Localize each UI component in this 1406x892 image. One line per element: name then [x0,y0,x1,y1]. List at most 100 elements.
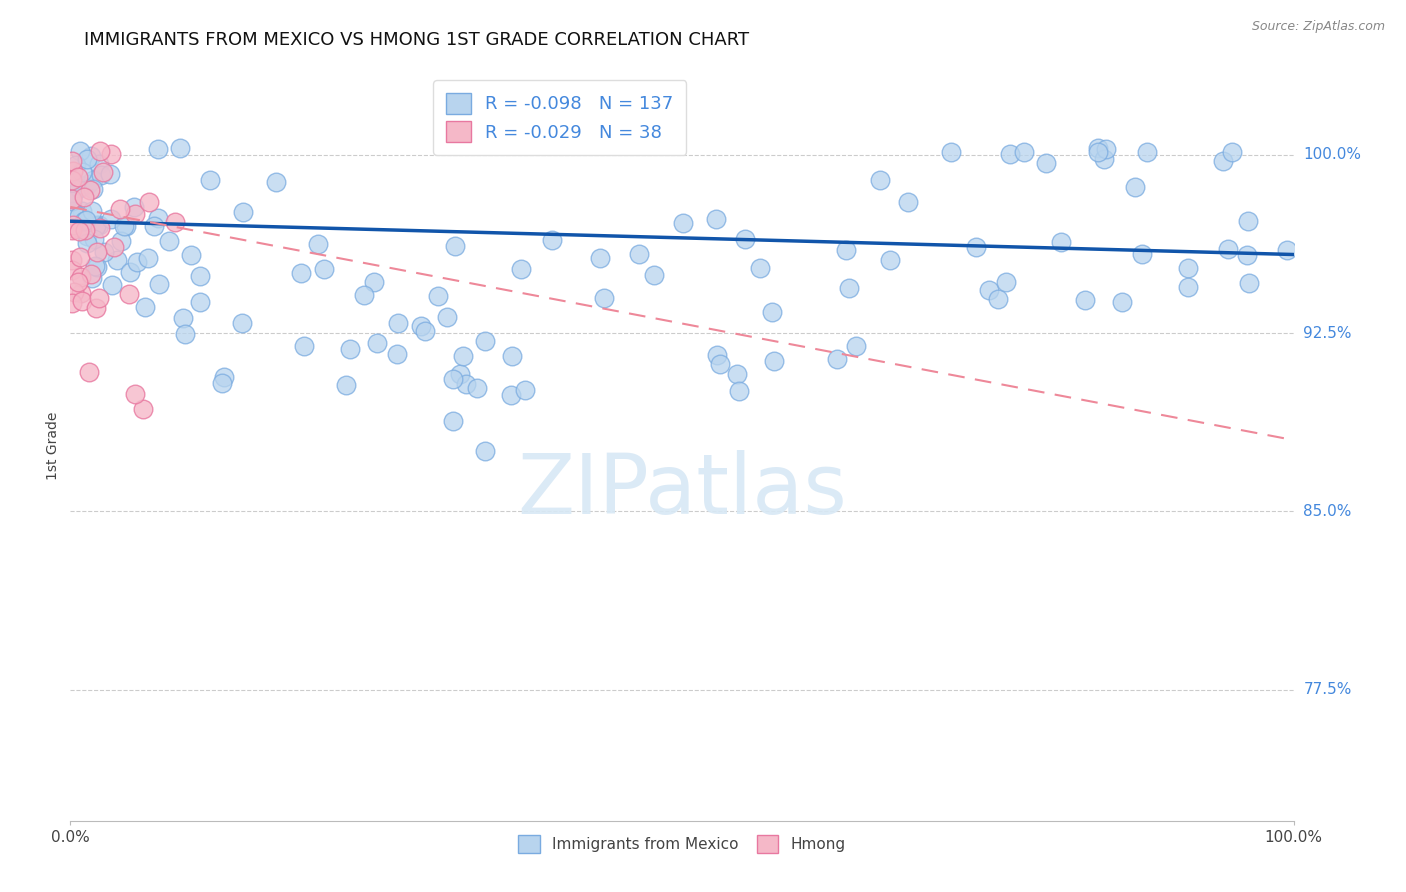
Point [124,201,146,215]
Point [67,209,90,223]
Point [70,293,93,308]
Point [363,276,385,290]
Point [124,207,146,221]
Point [200,172,222,186]
Point [671,216,693,230]
Point [60,295,83,310]
Point [76,152,98,166]
Point [110,235,132,249]
Point [89,144,111,158]
Point [643,268,665,282]
Point [474,334,496,349]
Text: 85.0%: 85.0% [1303,504,1351,519]
Point [761,305,783,319]
Point [86,260,108,274]
Point [100,212,122,227]
Point [66,170,89,185]
Point [965,240,987,254]
Point [62,187,84,202]
Point [67,223,90,237]
Point [188,269,211,284]
Point [188,294,211,309]
Point [725,367,748,381]
Point [838,281,860,295]
Point [67,181,90,195]
Point [60,221,83,235]
Point [84,301,107,315]
Point [60,192,83,206]
Point [706,348,728,362]
Point [90,168,112,182]
Text: ZIPatlas: ZIPatlas [517,450,846,532]
Point [1050,235,1073,249]
Point [979,283,1001,297]
Point [763,353,786,368]
Point [211,376,233,391]
Point [1014,145,1036,160]
Point [73,214,96,228]
Point [62,163,84,178]
Point [60,223,83,237]
Point [1074,293,1097,308]
Point [214,370,236,384]
Point [443,239,465,253]
Point [451,349,474,363]
Point [1275,243,1298,257]
Point [60,252,83,267]
Point [69,144,91,158]
Legend: Immigrants from Mexico, Hmong: Immigrants from Mexico, Hmong [509,826,855,862]
Point [70,285,93,300]
Point [454,376,477,391]
Point [69,250,91,264]
Point [62,176,84,190]
Point [125,255,148,269]
Point [60,153,83,168]
Point [91,164,114,178]
Point [73,190,96,204]
Point [172,310,194,325]
Point [834,243,856,257]
Point [112,219,135,234]
Point [264,175,287,189]
Point [627,247,650,261]
Point [441,414,464,428]
Point [77,365,100,379]
Point [589,251,612,265]
Point [1123,180,1146,194]
Point [1236,248,1258,262]
Point [169,141,191,155]
Point [136,252,159,266]
Point [232,204,254,219]
Point [1237,276,1260,290]
Point [1130,247,1153,261]
Point [142,219,165,234]
Point [82,172,104,186]
Point [415,324,437,338]
Point [510,261,533,276]
Text: IMMIGRANTS FROM MEXICO VS HMONG 1ST GRADE CORRELATION CHART: IMMIGRANTS FROM MEXICO VS HMONG 1ST GRAD… [84,31,749,49]
Point [1177,279,1199,293]
Point [1216,242,1239,256]
Point [427,289,450,303]
Point [1220,145,1243,160]
Point [93,244,115,259]
Point [76,235,98,250]
Point [82,182,104,196]
Point [132,402,155,417]
Point [157,235,180,249]
Point [86,245,108,260]
Point [107,252,129,267]
Point [436,310,458,324]
Point [75,223,97,237]
Point [115,219,138,234]
Point [1087,141,1109,155]
Point [1111,295,1133,310]
Point [118,286,141,301]
Point [60,194,83,208]
Point [704,212,727,227]
Point [103,240,125,254]
Point [98,167,121,181]
Point [387,317,409,331]
Point [1237,214,1260,228]
Point [292,339,315,353]
